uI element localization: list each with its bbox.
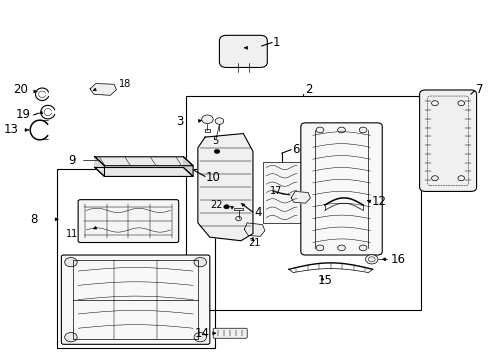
Polygon shape — [95, 157, 193, 166]
Bar — [233, 207, 243, 210]
Text: 1: 1 — [272, 36, 280, 49]
Text: 16: 16 — [389, 253, 405, 266]
Circle shape — [64, 333, 77, 342]
Circle shape — [214, 149, 220, 154]
Polygon shape — [291, 192, 310, 203]
Text: 18: 18 — [119, 78, 131, 89]
Circle shape — [365, 255, 377, 264]
Polygon shape — [95, 157, 104, 176]
FancyBboxPatch shape — [300, 123, 382, 255]
FancyBboxPatch shape — [61, 255, 209, 344]
Text: 20: 20 — [13, 84, 28, 96]
FancyBboxPatch shape — [213, 328, 247, 338]
Circle shape — [359, 245, 366, 251]
Text: 17: 17 — [269, 186, 282, 197]
FancyBboxPatch shape — [419, 90, 476, 192]
Text: 13: 13 — [3, 123, 18, 136]
Text: 5: 5 — [212, 136, 218, 146]
Polygon shape — [198, 134, 252, 241]
Bar — [185, 96, 420, 310]
Text: 10: 10 — [205, 171, 221, 184]
Text: 19: 19 — [15, 108, 30, 121]
Text: 4: 4 — [253, 206, 261, 219]
Circle shape — [235, 216, 241, 221]
Circle shape — [64, 257, 77, 267]
Circle shape — [316, 245, 323, 251]
Text: 15: 15 — [317, 274, 332, 287]
Text: 7: 7 — [475, 84, 482, 96]
Bar — [204, 129, 209, 132]
Circle shape — [316, 127, 323, 133]
Text: 21: 21 — [247, 238, 260, 248]
Polygon shape — [183, 157, 193, 176]
Polygon shape — [95, 167, 193, 176]
Text: 11: 11 — [66, 229, 78, 239]
Circle shape — [194, 257, 206, 267]
Text: 6: 6 — [292, 143, 299, 156]
FancyBboxPatch shape — [78, 200, 178, 243]
Text: 2: 2 — [305, 84, 312, 96]
Circle shape — [337, 127, 345, 133]
Text: 9: 9 — [68, 154, 76, 167]
Text: 22: 22 — [210, 200, 223, 210]
Text: 12: 12 — [370, 195, 386, 208]
Text: 3: 3 — [176, 115, 183, 128]
Text: 8: 8 — [30, 213, 38, 226]
Circle shape — [194, 333, 206, 342]
Circle shape — [359, 127, 366, 133]
Circle shape — [224, 204, 229, 209]
Circle shape — [215, 118, 224, 124]
FancyBboxPatch shape — [219, 35, 267, 67]
Bar — [57, 169, 214, 348]
Circle shape — [337, 245, 345, 251]
Polygon shape — [244, 223, 264, 237]
Text: 14: 14 — [194, 327, 209, 340]
Bar — [262, 162, 300, 223]
Circle shape — [201, 115, 213, 123]
Polygon shape — [90, 84, 116, 95]
